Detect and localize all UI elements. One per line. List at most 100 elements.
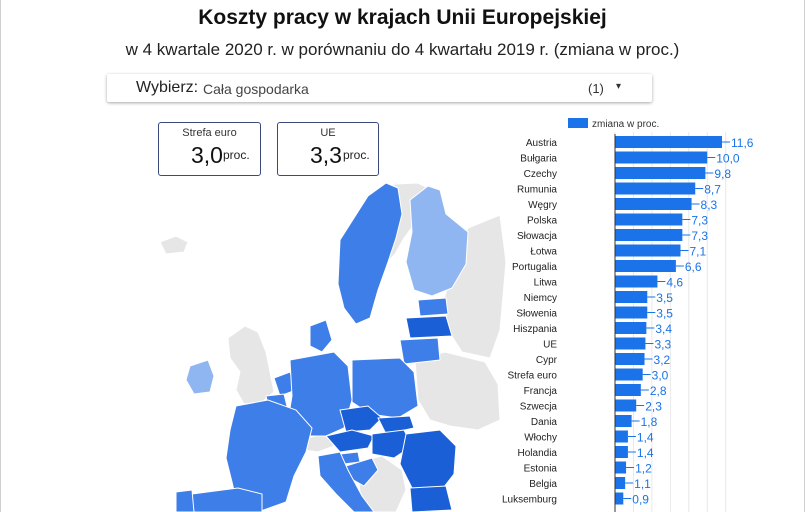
kpi-eu-label: UE [320, 127, 336, 139]
bar-2 [615, 151, 708, 164]
filter-label-wrap: Wybierz: [136, 79, 198, 97]
map-sweden [337, 182, 403, 325]
category-label: Hiszpania [513, 324, 557, 335]
filter-selected-value: Cała gospodarka [203, 81, 309, 97]
category-label: Bułgaria [520, 154, 557, 165]
category-label: Austria [526, 138, 558, 149]
map-romania [399, 429, 457, 493]
map-countries [159, 182, 507, 512]
bar-5 [615, 198, 692, 210]
category-label: Łotwa [530, 247, 557, 258]
bar-21 [615, 446, 628, 458]
kpi-eu-unit: proc. [343, 148, 370, 162]
value-label: 3,4 [655, 322, 672, 336]
map-czechia [339, 405, 383, 433]
map-latvia [405, 315, 453, 339]
category-label: Francja [524, 386, 558, 397]
bar-15 [615, 353, 645, 365]
bar-13 [615, 322, 647, 334]
value-label: 7,3 [691, 229, 708, 243]
map-portugal [175, 489, 195, 512]
sector-filter-dropdown[interactable]: Wybierz: Cała gospodarka (1) ▾ [107, 74, 652, 102]
map-italy [317, 451, 375, 512]
value-label: 11,6 [731, 136, 754, 150]
value-label: 9,8 [714, 167, 731, 181]
map-finland [405, 185, 469, 297]
map-estonia [417, 297, 449, 317]
chevron-down-icon[interactable]: ▾ [616, 81, 622, 92]
value-label: 1,8 [641, 415, 658, 429]
chart-category-labels: Austria Bułgaria Czechy Rumunia Węgry Polska S… [502, 138, 558, 506]
bar-18 [615, 399, 637, 412]
filter-selection-count: (1) [588, 81, 604, 96]
bar-10 [615, 275, 658, 288]
bar-11 [615, 291, 648, 303]
bar-9 [615, 260, 676, 272]
map-ireland [185, 359, 215, 395]
bar-14 [615, 337, 646, 350]
value-label: 7,3 [691, 214, 708, 228]
map-poland [351, 357, 419, 419]
category-label: Litwa [534, 278, 558, 289]
legend-swatch [568, 118, 588, 128]
kpi-card-eurozone: Strefa euro 3,0 proc. [158, 122, 261, 176]
category-label: Polska [527, 216, 557, 227]
bar-24 [615, 492, 624, 505]
value-label: 2,3 [645, 400, 662, 414]
kpi-card-eu: UE 3,3 proc. [277, 122, 379, 176]
category-label: Niemcy [524, 293, 557, 304]
bar-8 [615, 244, 681, 257]
frame-left-border [0, 0, 1, 512]
page-subtitle: w 4 kwartale 2020 r. w porównaniu do 4 k… [125, 40, 680, 59]
map-slovakia [377, 415, 415, 435]
value-label: 1,4 [637, 431, 654, 445]
bar-4 [615, 182, 696, 195]
page-title: Koszty pracy w krajach Unii Europejskiej [198, 6, 607, 29]
kpi-eurozone-unit: proc. [223, 148, 250, 162]
value-label: 10,0 [716, 152, 740, 166]
filter-label: Wybierz [136, 79, 194, 96]
value-label: 3,3 [654, 338, 671, 352]
value-label: 1,2 [635, 462, 652, 476]
value-label: 3,0 [652, 369, 669, 383]
chart-bars [615, 136, 722, 505]
map-france [225, 399, 313, 512]
bar-20 [615, 430, 628, 443]
value-label: 2,8 [650, 384, 667, 398]
value-label: 6,6 [685, 260, 702, 274]
category-label: Węgry [528, 200, 557, 211]
category-label: Estonia [524, 464, 558, 475]
value-label: 7,1 [689, 245, 706, 259]
bar-1 [615, 136, 722, 148]
legend-label: zmiana w proc. [592, 119, 659, 130]
filter-separator: : [193, 79, 199, 96]
bar-23 [615, 477, 626, 489]
category-label: Strefa euro [508, 371, 558, 382]
chart-value-labels: 11,610,09,88,78,37,37,37,16,64,63,53,53,… [623, 136, 754, 507]
value-label: 3,2 [654, 353, 671, 367]
bar-16 [615, 368, 643, 381]
value-label: 3,5 [656, 291, 673, 305]
bar-6 [615, 213, 683, 226]
category-label: Dania [531, 417, 558, 428]
bar-12 [615, 306, 648, 319]
value-label: 8,7 [704, 183, 721, 197]
map-bulgaria [409, 485, 453, 512]
bar-17 [615, 384, 641, 396]
category-label: Czechy [524, 169, 557, 180]
bar-22 [615, 461, 627, 474]
map-iceland-grey [159, 235, 189, 255]
category-label: UE [543, 340, 557, 351]
value-label: 8,3 [701, 198, 718, 212]
kpi-eurozone-value: 3,0 [191, 142, 223, 168]
bar-19 [615, 415, 632, 427]
value-label: 4,6 [666, 276, 683, 290]
map-belarus-ukraine-grey [414, 351, 501, 431]
category-label: Holandia [518, 448, 558, 459]
value-label: 1,1 [634, 477, 651, 491]
bar-3 [615, 167, 706, 179]
chart-legend: zmiana w proc. [568, 118, 659, 130]
category-label: Rumunia [517, 185, 557, 196]
